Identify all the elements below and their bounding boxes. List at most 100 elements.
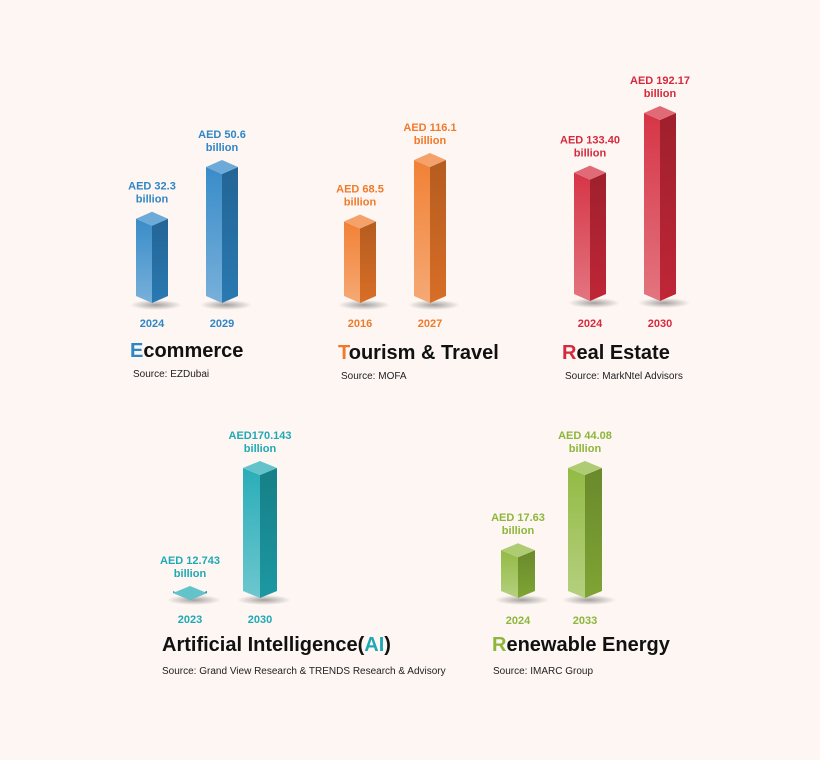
ecommerce-value-unit: billion	[206, 142, 239, 154]
bar-shadow	[495, 595, 549, 605]
tourism-title: Tourism & Travel	[338, 342, 499, 365]
bar-side-face	[660, 113, 676, 301]
tourism-year-label: 2016	[348, 318, 372, 330]
bar-shadow	[638, 298, 690, 308]
renewable-title: Renewable Energy	[492, 634, 670, 657]
ai-year-label: 2030	[248, 614, 272, 626]
tourism-value-label: AED 68.5	[336, 183, 384, 195]
ai-title-suffix: )	[384, 634, 391, 656]
renewable-title-rest: enewable Energy	[506, 634, 670, 656]
bar-front-face	[136, 218, 152, 303]
realestate-value-label: AED 192.17	[630, 75, 690, 87]
bar-front-face	[344, 221, 360, 303]
realestate-source: Source: MarkNtel Advisors	[565, 371, 683, 382]
tourism-value-label: AED 116.1	[403, 122, 456, 134]
bar-front-face	[501, 550, 518, 598]
realestate-value-unit: billion	[574, 148, 607, 160]
ecommerce-title: Ecommerce	[130, 340, 243, 363]
bar-top-face	[644, 106, 676, 120]
bar-top-face	[344, 214, 376, 229]
bar-top-face	[574, 165, 606, 180]
bar-top-face	[243, 461, 277, 475]
chart-ai: AED 12.743billion2023AED170.143billion20…	[160, 430, 291, 626]
bar-side-face	[152, 218, 168, 303]
bar-shadow	[338, 300, 390, 310]
ecommerce-value-label: AED 32.3	[128, 181, 176, 193]
tourism-title-rest: ourism & Travel	[348, 342, 499, 364]
bar-top-face	[414, 153, 446, 167]
ecommerce-title-rest: commerce	[143, 340, 244, 362]
renewable-value-label: AED 17.63	[491, 512, 545, 524]
ai-year-label: 2023	[178, 614, 202, 626]
bar-shadow	[130, 300, 182, 310]
bar-shadow	[200, 300, 252, 310]
ai-value-unit: billion	[174, 568, 207, 580]
ai-source: Source: Grand View Research & TRENDS Res…	[162, 666, 446, 677]
bar-side-face	[430, 160, 446, 303]
ai-title-suffix-accent: AI	[364, 634, 385, 656]
bar-shadow	[562, 595, 616, 605]
bar-top-face	[136, 211, 168, 226]
bar-shadow	[408, 300, 460, 310]
bar-front-face	[574, 172, 590, 301]
ai-value-label: AED 12.743	[160, 555, 220, 567]
bar-shadow	[568, 298, 620, 308]
bar-top-face	[173, 586, 207, 600]
realestate-title: Real Estate	[562, 342, 670, 365]
tourism-source: Source: MOFA	[341, 371, 407, 382]
renewable-title-accent: R	[492, 634, 507, 656]
realestate-value-label: AED 133.40	[560, 135, 620, 147]
ecommerce-source: Source: EZDubai	[133, 369, 210, 380]
realestate-value-unit: billion	[644, 88, 677, 100]
renewable-source: Source: IMARC Group	[493, 666, 594, 677]
bar-front-face	[206, 167, 222, 303]
ecommerce-year-label: 2024	[140, 318, 165, 330]
bar-front-face	[243, 468, 260, 598]
tourism-value-unit: billion	[414, 135, 447, 147]
bar-shadow	[167, 595, 221, 605]
realestate-year-label: 2030	[648, 318, 672, 330]
tourism-year-label: 2027	[418, 318, 442, 330]
realestate-year-label: 2024	[578, 318, 603, 330]
bar-side-face	[590, 172, 606, 301]
bar-front-face	[568, 468, 585, 598]
ecommerce-value-label: AED 50.6	[198, 129, 246, 141]
realestate-title-rest: eal Estate	[576, 342, 670, 364]
ecommerce-title-accent: E	[130, 340, 144, 362]
ai-value-unit: billion	[244, 443, 277, 455]
bar-top-face	[568, 461, 602, 475]
renewable-value-unit: billion	[569, 443, 602, 455]
renewable-year-label: 2024	[506, 615, 531, 627]
realestate-title-accent: R	[562, 342, 577, 364]
bar-top-face	[206, 160, 238, 174]
renewable-value-unit: billion	[502, 525, 535, 537]
bar-side-face	[518, 550, 535, 598]
tourism-title-accent: T	[338, 342, 349, 364]
ecommerce-year-label: 2029	[210, 318, 234, 330]
ai-title-rest: Artificial Intelligence(	[162, 634, 365, 656]
renewable-year-label: 2033	[573, 615, 597, 627]
ecommerce-value-unit: billion	[136, 194, 169, 206]
ai-value-label: AED170.143	[229, 430, 292, 442]
bar-side-face	[360, 221, 376, 303]
tourism-value-unit: billion	[344, 196, 377, 208]
bar-side-face	[260, 468, 277, 598]
renewable-value-label: AED 44.08	[558, 430, 612, 442]
bar-front-face	[414, 160, 430, 303]
ai-title: Artificial Intelligence(AI)	[162, 634, 391, 657]
